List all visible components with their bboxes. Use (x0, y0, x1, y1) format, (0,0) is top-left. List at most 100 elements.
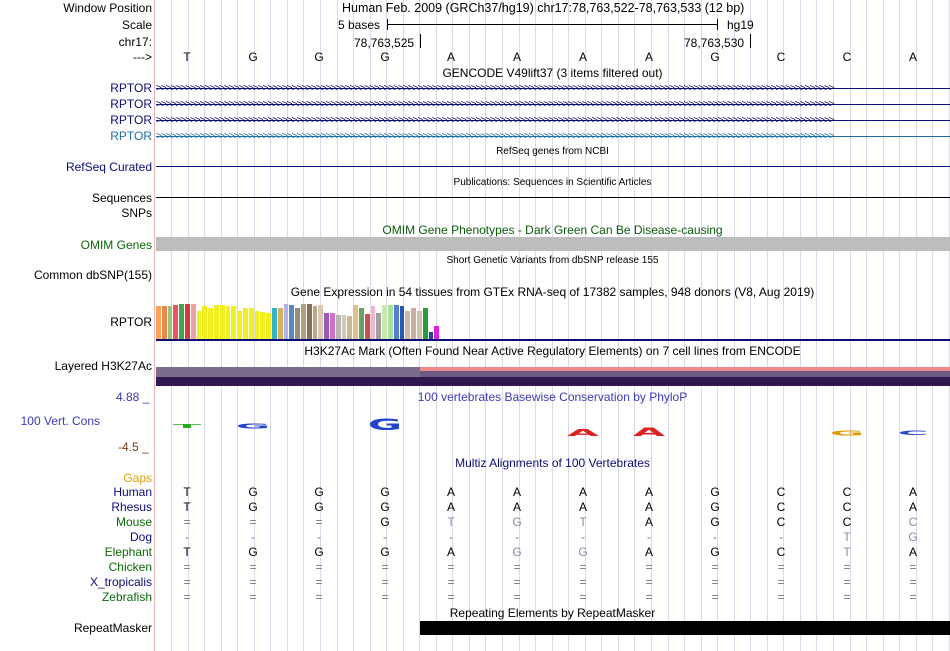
gtex-tissue-bar[interactable] (202, 306, 208, 339)
multiz-species-label[interactable]: Human (113, 485, 152, 499)
gtex-tissue-bar[interactable] (405, 311, 411, 339)
multiz-species-label[interactable]: Chicken (108, 560, 152, 574)
refseq-track-title[interactable]: RefSeq genes from NCBI (496, 146, 609, 157)
conservation-track-title[interactable]: 100 vertebrates Basewise Conservation by… (417, 390, 688, 404)
gtex-tissue-bar[interactable] (295, 308, 300, 339)
multiz-species-label[interactable]: Zebrafish (101, 590, 152, 604)
gtex-tissue-bar[interactable] (283, 304, 289, 339)
refseq-gene-line[interactable] (156, 166, 950, 167)
gtex-tissue-bar[interactable] (428, 332, 434, 339)
multiz-base: T (183, 500, 191, 514)
gtex-tissue-bar[interactable] (196, 311, 202, 339)
gtex-tissue-bar[interactable] (248, 308, 254, 339)
gtex-tissue-bar[interactable] (434, 326, 440, 339)
h3k27ac-signal-left[interactable] (156, 367, 420, 377)
gtex-tissue-bar[interactable] (359, 308, 364, 339)
omim-track-title[interactable]: OMIM Gene Phenotypes - Dark Green Can Be… (382, 223, 723, 237)
gtex-tissue-bar[interactable] (266, 313, 271, 339)
gtex-tissue-bar[interactable] (399, 306, 405, 339)
gencode-transcript-line[interactable] (156, 120, 950, 121)
gtex-tissue-bar[interactable] (190, 304, 196, 339)
gtex-tissue-bar[interactable] (353, 305, 358, 339)
gencode-transcript-label[interactable]: RPTOR (110, 113, 152, 127)
gtex-tissue-bar[interactable] (301, 304, 306, 339)
repeatmasker-track-title[interactable]: Repeating Elements by RepeatMasker (449, 606, 656, 620)
publications-track-label[interactable]: Sequences (91, 191, 152, 205)
gencode-transcript-line[interactable] (156, 104, 950, 105)
gtex-tissue-bar[interactable] (243, 308, 248, 339)
h3k27ac-track-label[interactable]: Layered H3K27Ac (54, 359, 152, 373)
gtex-tissue-bar[interactable] (185, 304, 190, 339)
multiz-species-label[interactable]: Rhesus (111, 500, 152, 514)
multiz-base: = (513, 560, 521, 574)
multiz-species-label[interactable]: Dog (129, 530, 152, 544)
gtex-tissue-bar[interactable] (272, 308, 277, 339)
gtex-track-title[interactable]: Gene Expression in 54 tissues from GTEx … (290, 285, 815, 299)
dbsnp-track-label[interactable]: Common dbSNP(155) (33, 268, 152, 282)
multiz-species-label[interactable]: Elephant (104, 545, 152, 559)
gencode-transcript-line[interactable] (156, 136, 950, 137)
gtex-tissue-bar[interactable] (393, 305, 399, 339)
multiz-species-label[interactable]: X_tropicalis (89, 575, 152, 589)
gtex-tissue-bar[interactable] (237, 311, 242, 339)
multiz-base: - (317, 530, 321, 544)
h3k27ac-signal-right-top[interactable] (420, 367, 950, 371)
h3k27ac-track-title[interactable]: H3K27Ac Mark (Often Found Near Active Re… (304, 344, 801, 358)
refseq-track-label[interactable]: RefSeq Curated (65, 160, 152, 174)
gtex-tissue-bar[interactable] (219, 305, 225, 339)
dbsnp-track-title[interactable]: Short Genetic Variants from dbSNP releas… (446, 255, 659, 266)
gtex-tissue-bar[interactable] (277, 308, 283, 339)
gtex-tissue-bar[interactable] (347, 316, 353, 339)
gtex-tissue-bar[interactable] (382, 305, 387, 339)
publications-track-title[interactable]: Publications: Sequences in Scientific Ar… (453, 177, 652, 188)
gencode-track-title[interactable]: GENCODE V49lift37 (3 items filtered out) (442, 66, 663, 80)
gtex-tissue-bar[interactable] (173, 305, 179, 339)
omim-track-label[interactable]: OMIM Genes (80, 238, 152, 252)
h3k27ac-base-band[interactable] (156, 377, 950, 386)
gtex-tissue-bar[interactable] (388, 305, 393, 339)
publications-line[interactable] (156, 197, 950, 198)
gtex-tissue-bar[interactable] (411, 308, 416, 339)
gtex-tissue-bar[interactable] (417, 311, 422, 339)
omim-gene-bar[interactable] (156, 237, 950, 251)
gtex-tissue-bar[interactable] (254, 311, 260, 339)
guide-line (435, 0, 437, 651)
gtex-tissue-bar[interactable] (335, 315, 341, 339)
gtex-tissue-bar[interactable] (260, 312, 266, 339)
multiz-track-title[interactable]: Multiz Alignments of 100 Vertebrates (455, 456, 650, 470)
gtex-tissue-bar[interactable] (422, 308, 428, 339)
gencode-transcript-line[interactable] (156, 88, 950, 89)
gtex-tissue-bar[interactable] (330, 313, 335, 339)
gtex-tissue-bar[interactable] (179, 304, 184, 339)
gtex-tissue-bar[interactable] (214, 305, 219, 339)
h3k27ac-signal-right[interactable] (420, 371, 950, 377)
gtex-tissue-bar[interactable] (318, 305, 324, 339)
gtex-track-label[interactable]: RPTOR (110, 315, 152, 329)
gtex-tissue-bar[interactable] (161, 306, 167, 339)
strand-arrows: >>>>>>>>>>>>>>>>>>>>>>>>>>>>>>>>>>>>>>>>… (156, 83, 835, 94)
gtex-tissue-bar[interactable] (324, 313, 329, 339)
gencode-transcript-label[interactable]: RPTOR (110, 81, 152, 95)
gtex-tissue-bar[interactable] (341, 315, 347, 339)
conservation-track-label[interactable]: 100 Vert. Cons (20, 414, 100, 428)
gtex-tissue-bar[interactable] (208, 308, 213, 339)
gencode-transcript-label[interactable]: RPTOR (110, 97, 152, 111)
gtex-tissue-bar[interactable] (370, 306, 376, 339)
gtex-tissue-bar[interactable] (312, 306, 318, 339)
multiz-base: G (380, 500, 390, 514)
snps-label[interactable]: SNPs (121, 206, 152, 220)
repeatmasker-track-label[interactable]: RepeatMasker (73, 621, 152, 635)
gtex-tissue-bar[interactable] (376, 313, 382, 339)
multiz-species-label[interactable]: Mouse (115, 515, 152, 529)
gtex-tissue-bar[interactable] (306, 304, 312, 339)
gtex-tissue-bar[interactable] (289, 305, 295, 339)
gtex-tissue-bar[interactable] (167, 306, 173, 339)
gtex-tissue-bar[interactable] (225, 306, 231, 339)
gtex-tissue-bar[interactable] (231, 306, 237, 339)
gencode-transcript-label[interactable]: RPTOR (110, 129, 152, 143)
repeatmasker-element[interactable] (420, 621, 950, 635)
gtex-tissue-bar[interactable] (156, 306, 161, 339)
gtex-tissue-bar[interactable] (364, 314, 370, 339)
